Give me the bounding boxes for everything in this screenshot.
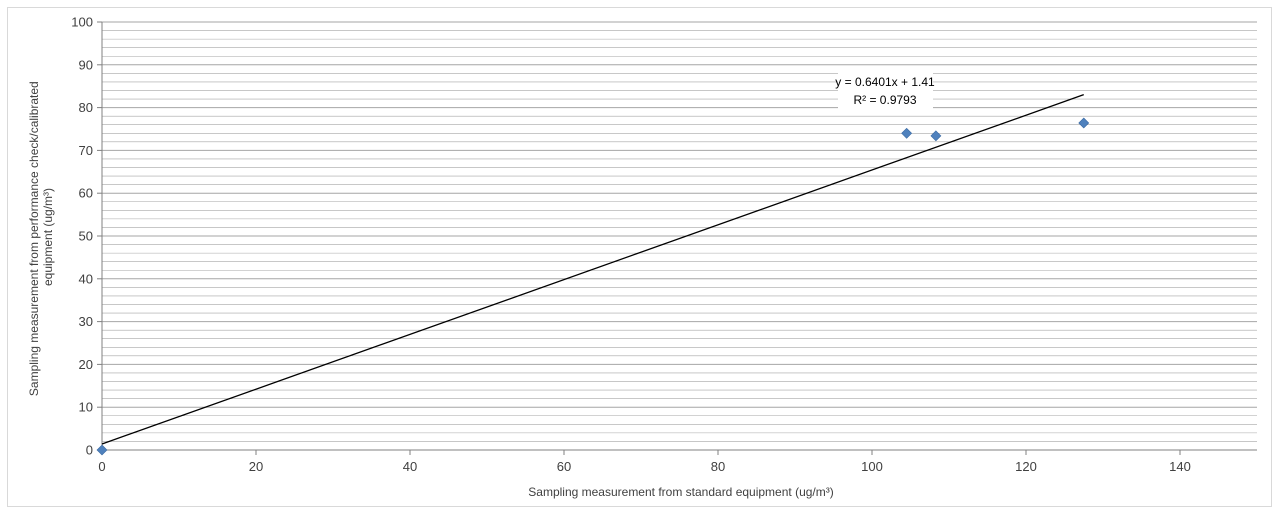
x-tick-label: 120	[1015, 459, 1037, 474]
data-point-marker	[901, 127, 913, 139]
y-tick-label: 50	[79, 229, 93, 244]
data-point-marker	[1078, 117, 1090, 129]
data-points	[96, 117, 1090, 456]
x-axis-title: Sampling measurement from standard equip…	[528, 485, 833, 499]
x-tick-label: 80	[711, 459, 725, 474]
y-tick-label: 60	[79, 186, 93, 201]
linear-trendline	[101, 94, 1084, 445]
y-tick-label: 0	[86, 443, 93, 458]
axes	[97, 21, 1257, 455]
x-tick-label: 60	[557, 459, 571, 474]
data-point-marker	[930, 130, 942, 142]
y-tick-label: 40	[79, 271, 93, 286]
trendline-equation-box: y = 0.6401x + 1.41 R² = 0.9793	[835, 70, 935, 114]
trendline-group	[101, 94, 1084, 445]
x-tick-label: 140	[1169, 459, 1191, 474]
x-tick-label: 100	[861, 459, 883, 474]
y-axis-title-line-2: equipment (ug/m³)	[41, 188, 55, 286]
data-point-marker	[96, 444, 108, 456]
gridlines	[102, 21, 1257, 442]
y-tick-label: 70	[79, 143, 93, 158]
y-tick-label: 10	[79, 400, 93, 415]
y-tick-label: 80	[79, 100, 93, 115]
y-tick-label: 30	[79, 314, 93, 329]
y-tick-label: 100	[71, 15, 93, 30]
y-axis-title-line-1: Sampling measurement from performance ch…	[27, 81, 41, 396]
x-tick-label: 40	[403, 459, 417, 474]
x-tick-label: 20	[249, 459, 263, 474]
r-squared-label: R² = 0.9793	[853, 93, 916, 107]
x-tick-label: 0	[98, 459, 105, 474]
tick-labels: 0 10 20 30 40 50 60 70 80 90 100 0 20 40 60 80 100 120 140	[71, 15, 1191, 475]
y-tick-label: 90	[79, 57, 93, 72]
equation-label: y = 0.6401x + 1.41	[835, 75, 935, 89]
y-tick-label: 20	[79, 357, 93, 372]
y-axis-title: Sampling measurement from performance ch…	[27, 78, 55, 396]
equation-background	[838, 70, 933, 114]
